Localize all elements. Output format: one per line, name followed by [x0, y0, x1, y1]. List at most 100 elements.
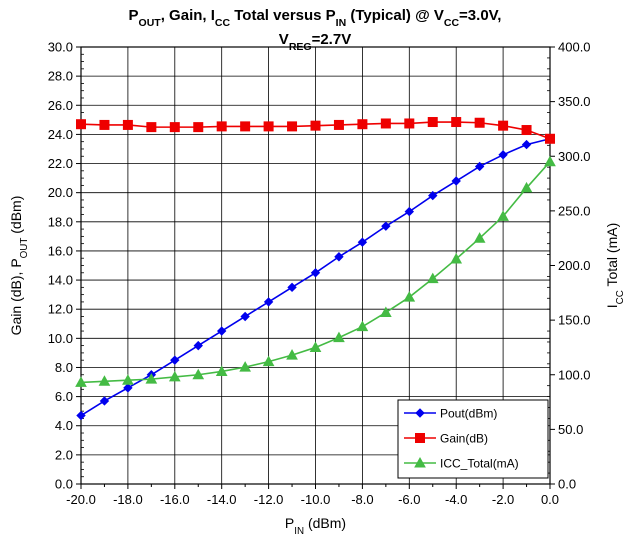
y-right-tick-label: 200.0: [558, 258, 591, 273]
data-point: [287, 282, 297, 293]
data-point: [193, 340, 203, 351]
legend-marker: [415, 433, 425, 443]
x-tick-label: -12.0: [254, 492, 284, 507]
x-axis-label: PIN (dBm): [285, 515, 346, 537]
data-point: [287, 121, 298, 132]
y-left-tick-label: 0.0: [55, 477, 73, 492]
data-point: [76, 119, 86, 130]
data-point: [240, 311, 250, 322]
x-tick-label: -20.0: [66, 492, 96, 507]
y-right-tick-label: 250.0: [558, 203, 591, 218]
data-point: [498, 150, 508, 160]
y-right-tick-label: 400.0: [558, 40, 591, 55]
y-left-axis-label: Gain (dB), POUT (dBm): [8, 196, 30, 336]
y-left-tick-label: 20.0: [48, 185, 73, 200]
y-right-tick-label: 100.0: [558, 367, 591, 382]
data-point: [76, 410, 86, 421]
data-point: [310, 120, 321, 131]
x-tick-label: 0.0: [541, 492, 559, 507]
data-point: [334, 252, 344, 262]
y-left-tick-label: 28.0: [48, 69, 73, 84]
chart-title-line2: VREG=2.7V: [279, 31, 351, 53]
series-diamond: [76, 134, 555, 421]
data-point: [450, 252, 463, 264]
data-point: [428, 190, 438, 201]
y-right-tick-label: 150.0: [558, 313, 591, 328]
data-point: [98, 375, 111, 386]
data-point: [521, 139, 532, 150]
data-point: [145, 373, 158, 384]
data-point: [216, 326, 227, 336]
data-point: [474, 161, 485, 172]
data-point: [263, 121, 274, 132]
legend-item: Gain(dB): [404, 432, 488, 446]
data-point: [404, 118, 415, 129]
data-point: [170, 355, 180, 365]
grid: [80, 46, 551, 485]
chart-title-line1: POUT, Gain, ICC Total versus PIN (Typica…: [129, 7, 502, 29]
labels: -20.0 -18.0 -16.0 -14.0 -12.0 -10.0 -8.0 -6.0 -4…: [8, 7, 626, 537]
y-left-tick-label: 24.0: [48, 127, 73, 142]
data-point: [240, 121, 251, 132]
y-left-tick-label: 6.0: [55, 389, 73, 404]
data-point: [122, 374, 134, 385]
data-point: [474, 117, 485, 128]
y-left-tick-label: 4.0: [55, 418, 73, 433]
data-point: [521, 125, 532, 136]
x-tick-label: -10.0: [301, 492, 331, 507]
data-point: [216, 121, 227, 132]
data-point: [497, 210, 509, 221]
data-point: [263, 297, 274, 307]
data-point: [215, 365, 228, 376]
y-left-tick-label: 22.0: [48, 156, 73, 171]
y-left-tick-label: 2.0: [55, 447, 73, 462]
x-tick-label: -16.0: [160, 492, 190, 507]
y-left-tick-label: 16.0: [48, 243, 73, 258]
series-square: [76, 117, 555, 144]
plot-frame: [80, 46, 551, 485]
data-point: [381, 221, 391, 231]
data-point: [168, 370, 181, 382]
x-tick-label: -8.0: [351, 492, 373, 507]
data-point: [380, 306, 392, 317]
data-point: [357, 119, 368, 130]
data-point: [99, 119, 110, 130]
data-point: [309, 341, 322, 352]
data-point: [356, 320, 369, 332]
y-right-axis-label: ICC Total (mA): [604, 223, 626, 308]
data-point: [286, 349, 298, 360]
y-right-tick-label: 300.0: [558, 149, 591, 164]
legend-item: ICC_Total(mA): [404, 457, 519, 471]
data-point: [122, 119, 133, 130]
x-tick-label: -2.0: [492, 492, 514, 507]
x-tick-label: -4.0: [445, 492, 467, 507]
legend-label: Pout(dBm): [440, 407, 497, 421]
data-point: [427, 117, 438, 128]
data-point: [192, 368, 205, 380]
y-left-tick-label: 30.0: [48, 40, 73, 55]
data-point: [169, 122, 180, 133]
x-tick-label: -14.0: [207, 492, 237, 507]
data-point: [75, 376, 87, 387]
legend-label: Gain(dB): [440, 432, 488, 446]
data-point: [380, 118, 391, 129]
data-point: [99, 396, 110, 406]
data-point: [146, 122, 157, 133]
data-point: [193, 122, 204, 133]
series-triangle: [75, 155, 556, 387]
y-right-tick-label: 0.0: [558, 477, 576, 492]
data-point: [357, 237, 368, 247]
data-point: [544, 155, 556, 167]
y-left-tick-label: 14.0: [48, 273, 73, 288]
data-point: [310, 268, 321, 278]
y-left-tick-label: 26.0: [48, 98, 73, 113]
data-point: [123, 383, 133, 393]
y-left-tick-label: 8.0: [55, 360, 73, 375]
legend-marker: [414, 456, 426, 468]
data-point: [451, 176, 461, 186]
legend-label: ICC_Total(mA): [440, 457, 519, 471]
series: [75, 117, 556, 421]
x-tick-label: -18.0: [113, 492, 143, 507]
data-point: [473, 232, 486, 243]
